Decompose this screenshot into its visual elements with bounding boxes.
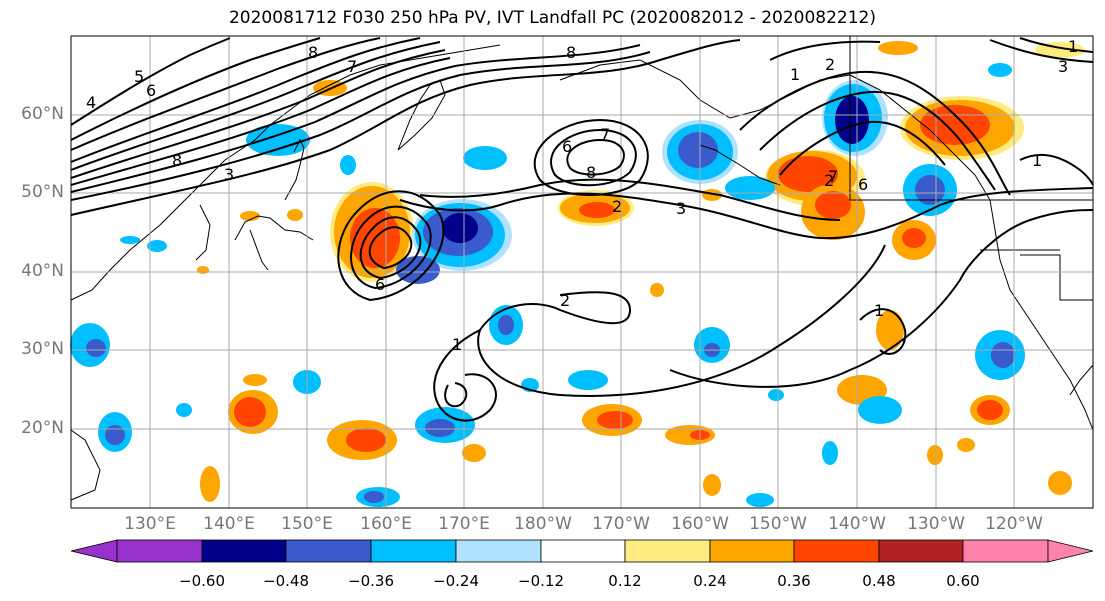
contour-label: 2 [825,55,835,74]
contour-label: 1 [790,65,800,84]
lon-label: 130°E [124,514,176,534]
colorbar-tick: 0.60 [946,572,980,590]
contour-label: 2 [560,291,570,310]
contour-label: 8 [566,43,576,62]
contour-label: 7 [347,57,357,76]
colorbar-tick: −0.48 [263,572,309,590]
contour-label: 6 [146,81,156,100]
map-border [70,35,1094,509]
lon-label: 150°E [281,514,333,534]
lat-label: 40°N [21,261,64,281]
colorbar-tick: −0.12 [518,572,564,590]
contour-label: 1 [1032,151,1042,170]
lon-label: 160°W [671,514,729,534]
colorbar-bin [709,539,795,563]
contour-label: 3 [1058,57,1068,76]
contour-label: 7 [600,125,610,144]
lon-label: 140°W [828,514,886,534]
contour-label: 1 [874,301,884,320]
contour-label: 1 [452,335,462,354]
colorbar-bin [285,539,372,563]
contour-label: 8 [172,151,182,170]
contour-label: 4 [86,93,96,112]
colorbar-bin [962,539,1049,563]
contour-label: 3 [224,165,234,184]
colorbar-extend-low [70,539,118,563]
lat-label: 30°N [21,339,64,359]
colorbar-tick: 0.36 [777,572,811,590]
contour-label: 5 [134,67,144,86]
lon-label: 150°W [749,514,807,534]
map-title: 2020081712 F030 250 hPa PV, IVT Landfall… [228,8,876,28]
lon-label: 160°E [360,514,412,534]
contour-label: 8 [308,43,318,62]
colorbar-tick: 0.12 [608,572,642,590]
lon-label: 170°E [438,514,490,534]
lon-label: 120°W [985,514,1043,534]
colorbar-bin [370,539,457,563]
colorbar-extend-high [1047,539,1094,563]
contour-label: 7 [828,167,838,186]
lon-label: 130°W [907,514,965,534]
colorbar [70,539,1094,563]
contour-label: 2 [824,171,834,190]
pv-contours [70,37,1094,422]
contour-label: 6 [375,275,385,294]
lat-label: 50°N [21,182,64,202]
colorbar-bin [878,539,964,563]
colorbar-bin [455,539,542,563]
lon-label: 170°W [592,514,650,534]
lat-label: 20°N [21,418,64,438]
contour-label: 2 [612,197,622,216]
contour-labels: 8 7 6 5 4 8 3 6 7 8 3 2 1 2 1 6 2 1 1 2 … [86,37,1078,354]
contour-label: 3 [676,199,686,218]
colorbar-tick: 0.48 [862,572,896,590]
colorbar-bin [540,539,626,563]
colorbar-bin [116,539,203,563]
colorbar-bin [201,539,287,563]
lon-label: 140°E [203,514,255,534]
colorbar-tick: −0.60 [179,572,225,590]
colorbar-tick: −0.36 [348,572,394,590]
colorbar-tick: −0.24 [433,572,479,590]
colorbar-bin [793,539,880,563]
contour-label: 6 [858,175,868,194]
contour-label: 6 [562,137,572,156]
contour-label: 1 [1068,37,1078,56]
colorbar-bin [624,539,711,563]
contour-label: 8 [586,163,596,182]
lat-label: 60°N [21,104,64,124]
colorbar-tick: 0.24 [693,572,727,590]
lon-label: 180°W [514,514,572,534]
